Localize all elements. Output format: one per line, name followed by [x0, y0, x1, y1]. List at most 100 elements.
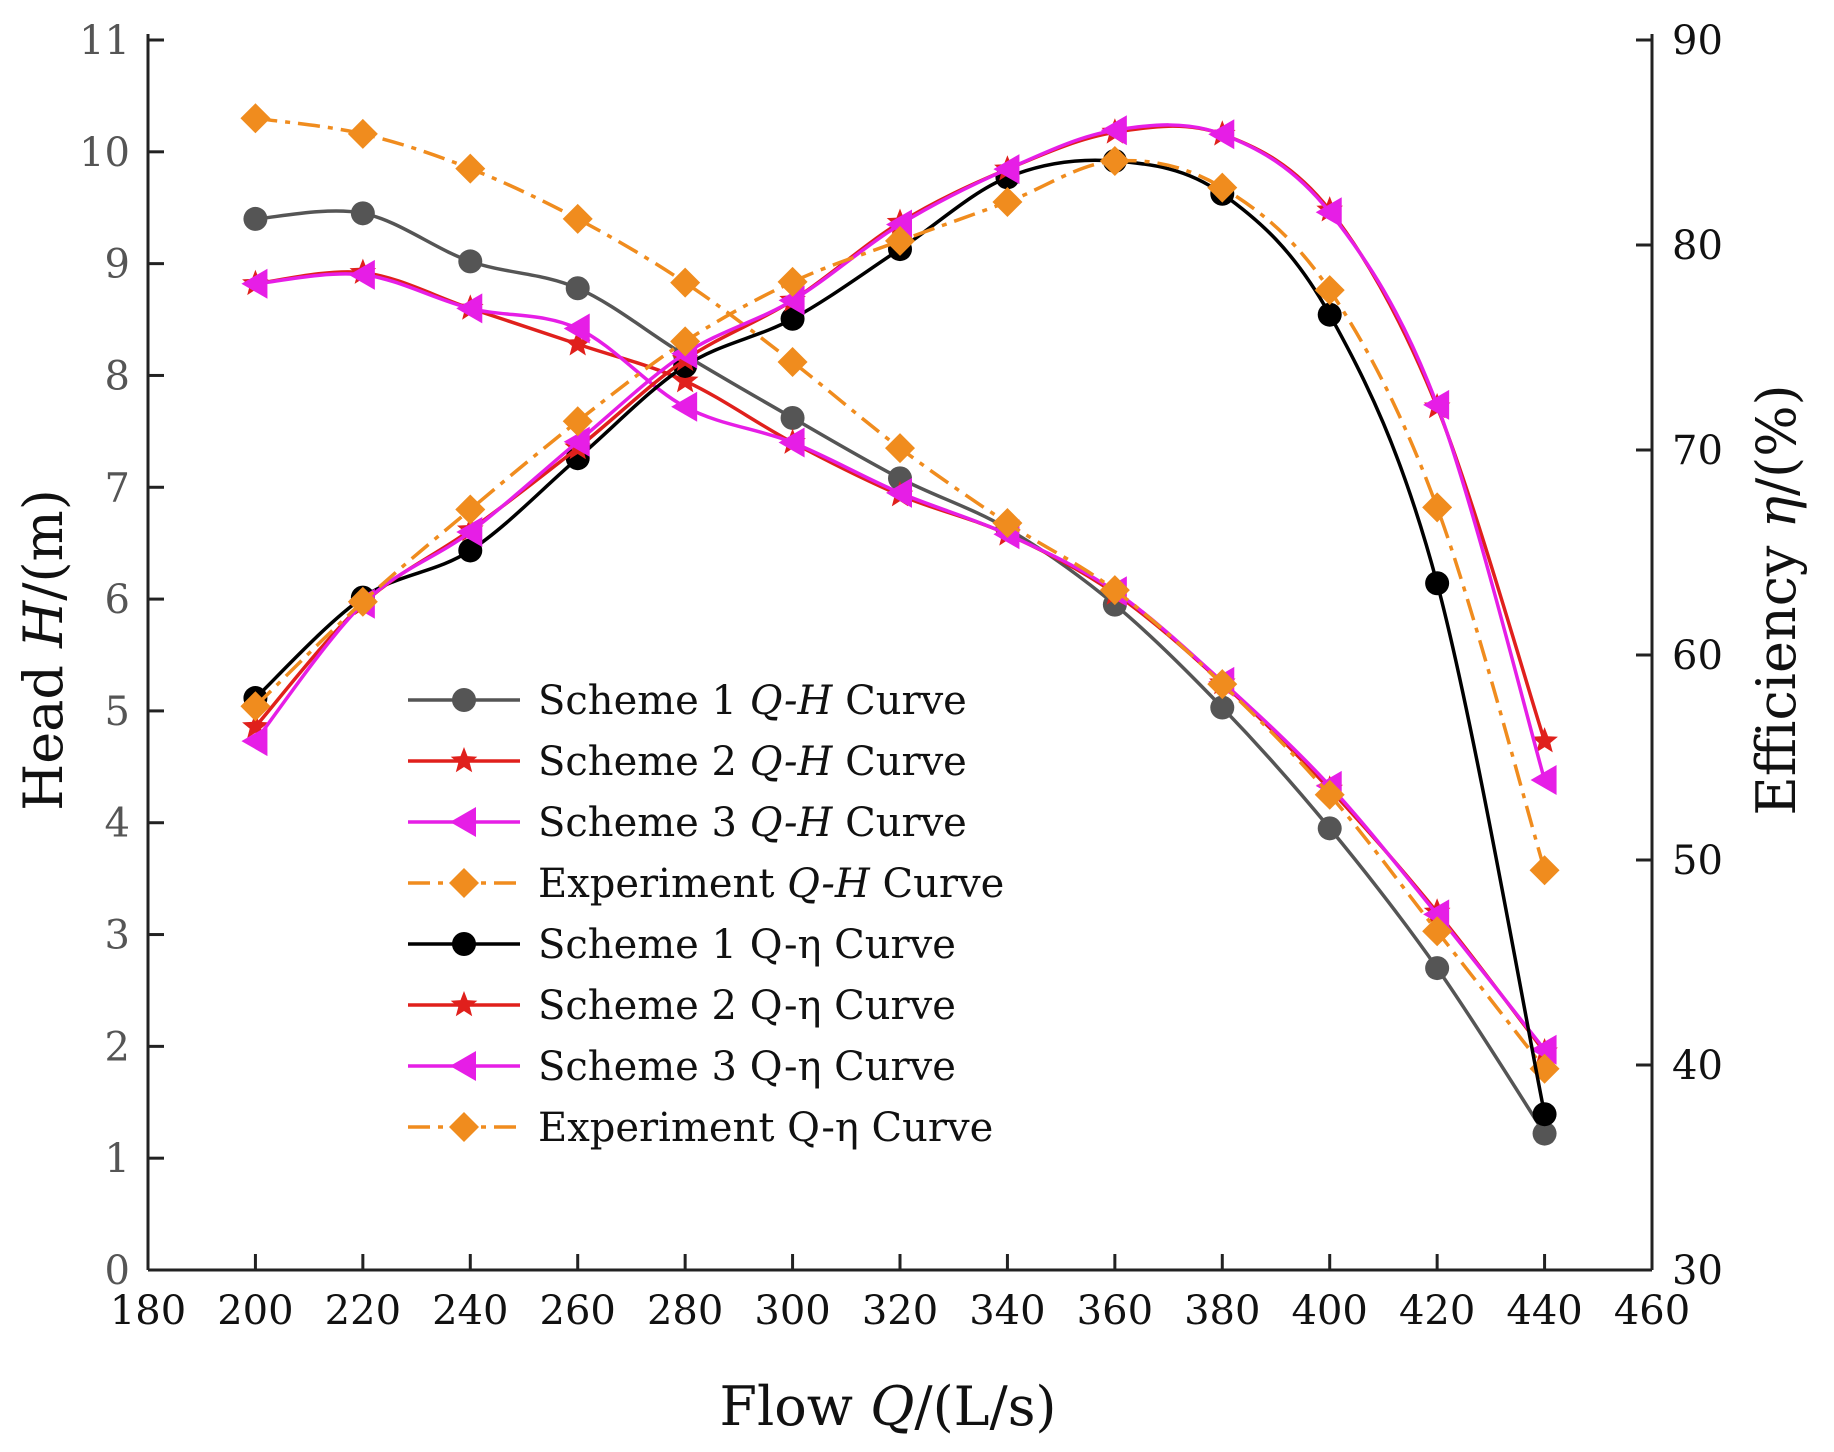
- x-tick-label: 180: [110, 1288, 186, 1334]
- y-right-tick-label: 90: [1672, 18, 1723, 64]
- legend-swatch-marker: [452, 688, 476, 712]
- data-point: [1099, 575, 1130, 606]
- data-point: [1425, 571, 1450, 596]
- x-tick-label: 360: [1077, 1288, 1153, 1334]
- data-point: [778, 427, 805, 458]
- data-point: [1532, 1102, 1557, 1127]
- data-point: [1317, 302, 1342, 327]
- legend-entry: Scheme 2 Q-η Curve: [408, 983, 956, 1029]
- series-line: [255, 209, 1547, 1135]
- data-point: [1208, 119, 1235, 150]
- y-right-tick-label: 60: [1672, 633, 1723, 679]
- data-point: [885, 433, 915, 464]
- legend-label: Scheme 1 Q-η Curve: [538, 922, 956, 968]
- data-point: [1210, 695, 1235, 720]
- data-point: [1207, 172, 1238, 203]
- y-left-tick-label: 2: [105, 1024, 130, 1070]
- data-point: [455, 153, 486, 184]
- data-point: [564, 330, 591, 356]
- data-point: [456, 293, 483, 324]
- legend-swatch-marker: [452, 932, 476, 956]
- series-line: [255, 116, 1546, 1070]
- data-point: [1423, 389, 1450, 420]
- legend-label: Experiment Q-H Curve: [538, 861, 1004, 907]
- series-7: [241, 115, 1557, 796]
- x-tick-label: 260: [540, 1288, 616, 1334]
- y-left-tick-label: 8: [105, 353, 130, 399]
- legend-swatch-marker: [450, 991, 478, 1017]
- x-tick-label: 380: [1184, 1288, 1260, 1334]
- data-point: [350, 201, 375, 226]
- legend-label: Scheme 3 Q-η Curve: [538, 1044, 956, 1090]
- legend-swatch-marker: [449, 868, 479, 898]
- legend-label: Experiment Q-η Curve: [538, 1105, 993, 1151]
- y-left-tick-label: 3: [105, 913, 130, 959]
- data-point: [778, 285, 805, 316]
- data-point: [671, 391, 698, 422]
- data-point: [563, 313, 590, 344]
- data-point: [992, 186, 1023, 217]
- data-point: [241, 268, 268, 299]
- data-point: [565, 276, 590, 301]
- data-point: [777, 347, 808, 378]
- data-point: [458, 538, 483, 563]
- data-point: [243, 206, 268, 231]
- data-point: [1314, 779, 1345, 810]
- data-point: [1207, 669, 1238, 700]
- legend-swatch-marker: [449, 1112, 479, 1142]
- x-tick-label: 340: [969, 1288, 1045, 1334]
- data-point: [1530, 765, 1557, 796]
- data-point: [1317, 816, 1342, 841]
- data-point: [347, 586, 378, 617]
- x-tick-label: 280: [647, 1288, 723, 1334]
- legend-entry: Scheme 1 Q-η Curve: [408, 922, 956, 968]
- axes: 180 200 220 240 260 280 300 320 340 360 380 400 420 4…: [79, 18, 1723, 1334]
- data-point: [1531, 727, 1558, 753]
- y-left-tick-label: 9: [105, 242, 130, 288]
- y-left-tick-label: 10: [79, 130, 130, 176]
- data-point: [458, 249, 483, 274]
- series-layer: [240, 103, 1560, 1146]
- legend-swatch-marker: [450, 807, 476, 837]
- data-point: [670, 267, 701, 298]
- legend-label: Scheme 2 Q-H Curve: [538, 739, 967, 785]
- y-right-tick-label: 50: [1672, 838, 1723, 884]
- x-tick-label: 300: [754, 1288, 830, 1334]
- y-right-tick-label: 70: [1672, 428, 1723, 474]
- legend-entry: Scheme 2 Q-H Curve: [408, 739, 967, 785]
- data-point: [455, 494, 486, 525]
- data-point: [992, 508, 1023, 539]
- data-point: [562, 203, 593, 234]
- data-point: [240, 691, 271, 722]
- y-left-tick-label: 1: [105, 1136, 130, 1182]
- data-point: [1532, 1121, 1557, 1146]
- data-point: [670, 326, 701, 357]
- y-left-tick-label: 6: [105, 577, 130, 623]
- data-point: [1315, 197, 1342, 228]
- x-tick-label: 440: [1506, 1288, 1582, 1334]
- data-point: [1422, 492, 1453, 523]
- x-tick-label: 200: [217, 1288, 293, 1334]
- y-left-tick-label: 0: [105, 1248, 130, 1294]
- data-point: [242, 712, 269, 739]
- legend-label: Scheme 3 Q-H Curve: [538, 800, 967, 846]
- data-point: [562, 406, 593, 437]
- x-axis-title: Flow Q/(L/s): [719, 1375, 1056, 1438]
- legend-label: Scheme 2 Q-η Curve: [538, 983, 956, 1029]
- legend-entry: Experiment Q-H Curve: [408, 861, 1004, 907]
- data-point: [347, 118, 378, 149]
- data-point: [1314, 275, 1345, 306]
- legend-swatch-marker: [450, 1051, 476, 1081]
- data-point: [456, 517, 483, 547]
- legend-label: Scheme 1 Q-H Curve: [538, 678, 967, 724]
- legend-entry: Experiment Q-η Curve: [408, 1105, 993, 1151]
- legend-entry: Scheme 3 Q-H Curve: [408, 800, 967, 846]
- y-left-tick-label: 4: [105, 801, 130, 847]
- x-tick-label: 240: [432, 1288, 508, 1334]
- series-8: [240, 145, 1560, 886]
- data-point: [885, 225, 915, 256]
- x-tick-label: 320: [862, 1288, 938, 1334]
- data-point: [1099, 145, 1130, 176]
- data-point: [1425, 956, 1450, 981]
